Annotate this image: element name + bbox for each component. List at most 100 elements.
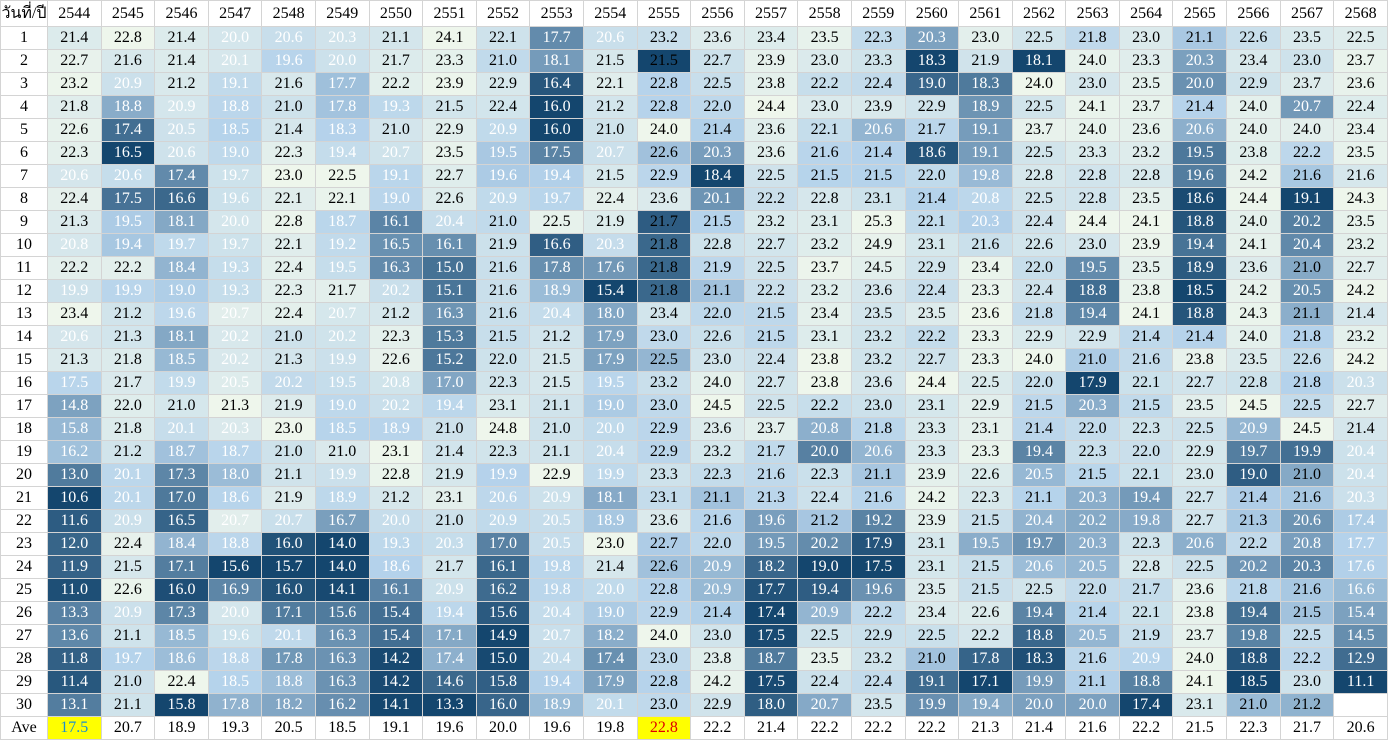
day-label: 9 xyxy=(0,210,48,234)
value-cell: 21.5 xyxy=(529,348,584,372)
value-cell: 22.3 xyxy=(475,440,531,464)
value-cell: 19.9 xyxy=(314,348,370,372)
value-cell: 18.8 xyxy=(100,95,156,119)
value-cell: 20.7 xyxy=(261,509,316,533)
value-cell: 21.2 xyxy=(154,72,209,96)
value-cell: 16.3 xyxy=(422,302,477,326)
value-cell: 23.5 xyxy=(904,578,960,602)
value-cell: 19.6 xyxy=(261,49,316,73)
value-cell: 17.3 xyxy=(154,601,209,625)
value-cell: 22.7 xyxy=(47,49,102,73)
value-cell: 22.8 xyxy=(1011,164,1067,188)
value-cell: 23.6 xyxy=(1118,118,1174,142)
value-cell: 22.5 xyxy=(529,210,584,234)
year-header: 2565 xyxy=(1172,0,1228,27)
value-cell: 22.2 xyxy=(47,256,102,280)
value-cell: 21.6 xyxy=(100,49,156,73)
value-cell: 24.5 xyxy=(690,394,745,418)
value-cell: 24.0 xyxy=(636,118,692,142)
value-cell: 14.2 xyxy=(368,647,424,671)
value-cell: 21.6 xyxy=(1118,348,1174,372)
value-cell: 23.3 xyxy=(1118,49,1174,73)
value-cell: 19.7 xyxy=(207,233,263,257)
value-cell: 17.7 xyxy=(314,72,370,96)
value-cell: 10.6 xyxy=(47,486,102,510)
value-cell: 20.6 xyxy=(1172,118,1228,142)
value-cell: 19.7 xyxy=(154,233,209,257)
value-cell: 23.3 xyxy=(850,49,906,73)
value-cell: 18.3 xyxy=(1011,647,1067,671)
data-row: 26 13.3 20.9 17.3 20.0 17.1 15.6 15.4 19.4 15.6 20… xyxy=(0,601,1388,625)
value-cell: 14.2 xyxy=(368,670,424,694)
value-cell: 23.3 xyxy=(958,348,1013,372)
value-cell: 13.1 xyxy=(47,693,102,717)
header-row: วันที่/ปี 2544 2545 2546 2547 2548 2549 2550 255… xyxy=(0,0,1388,27)
value-cell: 21.1 xyxy=(1065,670,1120,694)
value-cell: 19.6 xyxy=(850,578,906,602)
value-cell: 22.1 xyxy=(261,233,316,257)
value-cell: 20.4 xyxy=(1333,440,1388,464)
value-cell: 21.7 xyxy=(314,279,370,303)
value-cell: 16.0 xyxy=(261,532,316,556)
value-cell: 19.5 xyxy=(1065,256,1120,280)
value-cell: 22.4 xyxy=(1011,279,1067,303)
value-cell: 22.9 xyxy=(958,394,1013,418)
value-cell: 18.5 xyxy=(154,348,209,372)
value-cell: 11.1 xyxy=(1333,670,1388,694)
value-cell: 23.5 xyxy=(1118,187,1174,211)
value-cell: 19.0 xyxy=(582,601,638,625)
average-cell: 22.8 xyxy=(636,716,692,740)
value-cell: 23.7 xyxy=(1118,95,1174,119)
data-row: 22 11.6 20.9 16.5 20.7 20.7 16.7 20.0 21.0 20.9 20… xyxy=(0,509,1388,533)
value-cell: 22.1 xyxy=(1118,463,1174,487)
value-cell: 15.8 xyxy=(154,693,209,717)
day-label: 14 xyxy=(0,325,48,349)
value-cell: 18.2 xyxy=(261,693,316,717)
value-cell: 23.0 xyxy=(1065,233,1120,257)
value-cell: 22.8 xyxy=(690,233,745,257)
day-label: 12 xyxy=(0,279,48,303)
day-label: 2 xyxy=(0,49,48,73)
value-cell: 18.4 xyxy=(690,164,745,188)
value-cell: 20.0 xyxy=(314,49,370,73)
value-cell: 19.9 xyxy=(100,279,156,303)
value-cell: 22.4 xyxy=(850,72,906,96)
value-cell: 21.4 xyxy=(904,187,960,211)
value-cell: 24.1 xyxy=(1065,95,1120,119)
value-cell: 23.0 xyxy=(636,325,692,349)
data-row: 9 21.3 19.5 18.1 20.0 22.8 18.7 16.1 20.4 21.0 22.… xyxy=(0,210,1388,234)
value-cell: 20.4 xyxy=(422,210,477,234)
value-cell: 17.7 xyxy=(1333,532,1388,556)
value-cell: 22.5 xyxy=(1279,624,1335,648)
value-cell: 22.7 xyxy=(743,371,799,395)
value-cell: 23.4 xyxy=(1333,118,1388,142)
value-cell: 23.9 xyxy=(850,95,906,119)
value-cell: 21.6 xyxy=(475,302,531,326)
value-cell: 21.0 xyxy=(1279,256,1335,280)
value-cell: 15.6 xyxy=(207,555,263,579)
value-cell: 23.7 xyxy=(797,256,852,280)
average-cell: 17.5 xyxy=(47,716,102,740)
year-header: 2550 xyxy=(368,0,424,27)
value-cell: 24.1 xyxy=(1226,233,1281,257)
value-cell: 22.7 xyxy=(1172,509,1228,533)
value-cell: 22.6 xyxy=(690,325,745,349)
value-cell: 21.2 xyxy=(100,440,156,464)
value-cell: 11.8 xyxy=(47,647,102,671)
value-cell: 22.3 xyxy=(958,486,1013,510)
value-cell: 22.9 xyxy=(529,463,584,487)
data-row: 30 13.1 21.1 15.8 17.8 18.2 16.2 14.1 13.3 16.0 18… xyxy=(0,693,1388,717)
value-cell: 22.2 xyxy=(1279,141,1335,165)
value-cell: 23.0 xyxy=(1279,49,1335,73)
value-cell: 22.4 xyxy=(850,670,906,694)
value-cell: 20.4 xyxy=(1279,233,1335,257)
data-row: 10 20.8 19.4 19.7 19.7 22.1 19.2 16.5 16.1 21.9 16… xyxy=(0,233,1388,257)
value-cell: 17.9 xyxy=(582,670,638,694)
value-cell: 19.7 xyxy=(1226,440,1281,464)
value-cell: 18.6 xyxy=(368,555,424,579)
value-cell: 20.1 xyxy=(100,463,156,487)
value-cell: 21.4 xyxy=(154,49,209,73)
value-cell: 18.5 xyxy=(207,118,263,142)
data-row: 29 11.4 21.0 22.4 18.5 18.8 16.3 14.2 14.6 15.8 19… xyxy=(0,670,1388,694)
value-cell: 22.3 xyxy=(261,141,316,165)
